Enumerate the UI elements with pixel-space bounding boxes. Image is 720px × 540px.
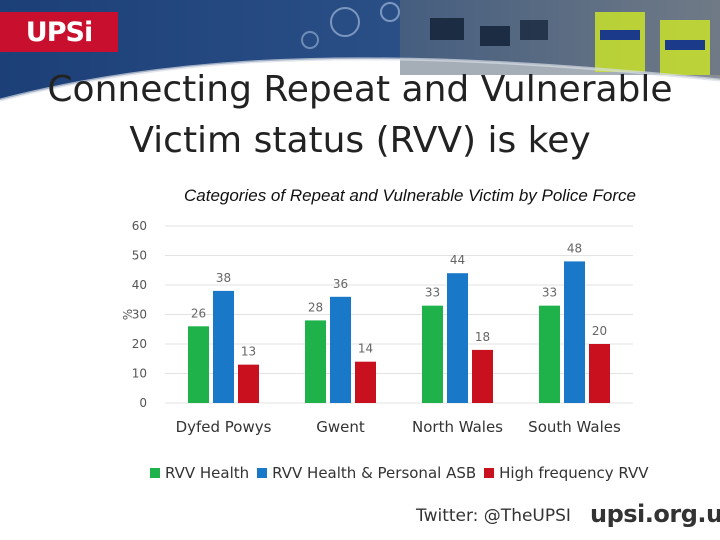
bar-chart: 0 10 20 30 40 50 60% 26 38 13 Dyfed Powys 28 36 14 Gwe… — [121, 219, 633, 436]
upsi-logo: UPSi — [0, 12, 118, 52]
bar-south-wales-rvv-health — [539, 305, 560, 403]
data-label-south-wales-rvv-health: 33 — [542, 286, 557, 300]
data-label-dyfed-powys-rvv-health: 26 — [191, 306, 206, 320]
y-tick-label-40: 40 — [132, 278, 147, 292]
bar-gwent-rvv-health-personal-asb — [330, 296, 351, 403]
legend-item-rvv-health: RVV Health — [150, 464, 249, 482]
y-axis-label: % — [121, 309, 135, 320]
logo-text: UPSi — [25, 16, 93, 48]
y-tick-label-10: 10 — [132, 367, 147, 381]
banner-graphic — [0, 0, 720, 102]
data-label-south-wales-rvv-health-personal-asb: 48 — [567, 241, 582, 255]
bar-gwent-rvv-health — [305, 320, 326, 403]
legend-label-rvv-health-personal-asb: RVV Health & Personal ASB — [272, 464, 477, 482]
slide-title-line-1: Connecting Repeat and Vulnerable — [47, 69, 673, 110]
header-banner: UPSi — [0, 0, 720, 108]
legend-item-rvv-health-personal-asb: RVV Health & Personal ASB — [257, 464, 476, 482]
legend-swatch-rvv-health-personal-asb — [257, 468, 268, 478]
bar-south-wales-rvv-health-personal-asb — [564, 261, 585, 403]
data-label-gwent-rvv-health: 28 — [308, 300, 323, 314]
data-label-dyfed-powys-high-frequency-rvv: 13 — [241, 345, 256, 359]
y-tick-label-30: 30 — [132, 308, 147, 322]
data-label-dyfed-powys-rvv-health-personal-asb: 38 — [216, 271, 231, 285]
slide-title: Connecting Repeat and Vulnerable Victim … — [20, 64, 700, 166]
bar-dyfed-powys-rvv-health-personal-asb — [213, 290, 234, 403]
legend-swatch-rvv-health — [150, 468, 160, 478]
bar-south-wales-high-frequency-rvv — [589, 344, 610, 403]
data-label-gwent-high-frequency-rvv: 14 — [358, 342, 373, 356]
chart-title: Categories of Repeat and Vulnerable Vict… — [183, 186, 636, 205]
data-label-north-wales-high-frequency-rvv: 18 — [475, 330, 490, 344]
y-tick-label-0: 0 — [139, 396, 147, 410]
legend-label-rvv-health: RVV Health — [165, 464, 250, 482]
data-label-gwent-rvv-health-personal-asb: 36 — [333, 277, 348, 291]
x-category-label-north-wales: North Wales — [412, 418, 503, 436]
twitter-handle: Twitter: @TheUPSI — [416, 506, 571, 526]
website-link[interactable]: upsi.org.uk — [590, 500, 720, 528]
bar-dyfed-powys-high-frequency-rvv — [238, 364, 259, 403]
x-category-label-gwent: Gwent — [316, 418, 365, 436]
legend-item-high-frequency-rvv: High frequency RVV — [484, 464, 649, 482]
legend-swatch-high-frequency-rvv — [484, 468, 495, 478]
x-category-label-south-wales: South Wales — [528, 418, 621, 436]
bar-north-wales-rvv-health-personal-asb — [447, 273, 468, 403]
bar-dyfed-powys-rvv-health — [188, 326, 209, 403]
slide-title-line-2: Victim status (RVV) is key — [129, 120, 591, 161]
bar-gwent-high-frequency-rvv — [355, 361, 376, 403]
data-label-north-wales-rvv-health-personal-asb: 44 — [450, 253, 465, 267]
x-category-label-dyfed-powys: Dyfed Powys — [176, 418, 272, 436]
y-tick-label-50: 50 — [132, 249, 147, 263]
chart-legend: RVV Health RVV Health & Personal ASB Hig… — [150, 464, 657, 482]
data-label-south-wales-high-frequency-rvv: 20 — [592, 324, 607, 338]
bar-north-wales-high-frequency-rvv — [472, 349, 493, 403]
y-tick-label-20: 20 — [132, 337, 147, 351]
bar-north-wales-rvv-health — [422, 305, 443, 403]
legend-label-high-frequency-rvv: High frequency RVV — [499, 464, 649, 482]
data-label-north-wales-rvv-health: 33 — [425, 286, 440, 300]
y-tick-label-60: 60 — [132, 219, 147, 233]
